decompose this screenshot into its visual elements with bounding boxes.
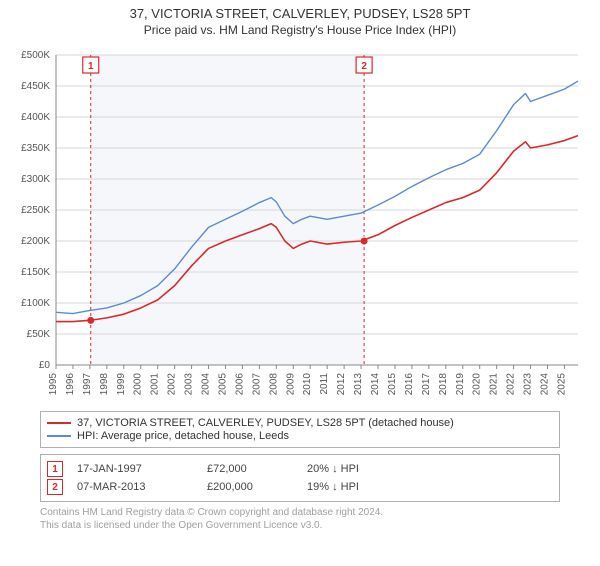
svg-text:£250K: £250K [21, 205, 50, 216]
svg-text:2001: 2001 [150, 373, 161, 396]
svg-text:2012: 2012 [336, 373, 347, 396]
transaction-diff: 20% ↓ HPI [307, 463, 427, 475]
svg-text:2014: 2014 [370, 373, 381, 396]
svg-text:1999: 1999 [116, 373, 127, 396]
svg-text:2010: 2010 [302, 373, 313, 396]
svg-text:2019: 2019 [455, 373, 466, 396]
transaction-marker: 1 [47, 461, 63, 477]
svg-text:2024: 2024 [539, 373, 550, 396]
legend-label: 37, VICTORIA STREET, CALVERLEY, PUDSEY, … [77, 417, 454, 429]
svg-text:2013: 2013 [353, 373, 364, 396]
svg-text:£350K: £350K [21, 143, 50, 154]
footer-line: This data is licensed under the Open Gov… [40, 519, 560, 532]
legend-swatch [47, 435, 71, 437]
legend-swatch [47, 422, 71, 424]
transaction-date: 17-JAN-1997 [77, 463, 207, 475]
transaction-row: 2 07-MAR-2013£200,00019% ↓ HPI [47, 479, 553, 495]
footer-line: Contains HM Land Registry data © Crown c… [40, 506, 560, 519]
svg-text:£150K: £150K [21, 267, 50, 278]
legend-item: HPI: Average price, detached house, Leed… [47, 430, 553, 442]
svg-text:£200K: £200K [21, 236, 50, 247]
transaction-row: 1 17-JAN-1997£72,00020% ↓ HPI [47, 461, 553, 477]
footer-attribution: Contains HM Land Registry data © Crown c… [40, 506, 560, 532]
transaction-marker: 2 [47, 479, 63, 495]
price-chart: £0 £50K £100K £150K £200K £250K £300K £350K £400… [12, 45, 588, 405]
chart-title-sub: Price paid vs. HM Land Registry's House … [0, 23, 600, 37]
svg-text:2021: 2021 [489, 373, 500, 396]
legend-item: 37, VICTORIA STREET, CALVERLEY, PUDSEY, … [47, 417, 553, 429]
svg-text:2005: 2005 [217, 373, 228, 396]
chart-title-address: 37, VICTORIA STREET, CALVERLEY, PUDSEY, … [0, 6, 600, 21]
svg-text:2002: 2002 [167, 373, 178, 396]
svg-text:2009: 2009 [285, 373, 296, 396]
svg-text:2020: 2020 [472, 373, 483, 396]
svg-text:2025: 2025 [556, 373, 567, 396]
svg-text:£400K: £400K [21, 112, 50, 123]
svg-text:2: 2 [361, 61, 367, 72]
svg-text:1995: 1995 [48, 373, 59, 396]
svg-text:1998: 1998 [99, 373, 110, 396]
chart-legend: 37, VICTORIA STREET, CALVERLEY, PUDSEY, … [40, 411, 560, 448]
svg-text:£450K: £450K [21, 81, 50, 92]
svg-text:1: 1 [88, 61, 94, 72]
svg-text:2022: 2022 [506, 373, 517, 396]
svg-text:2023: 2023 [523, 373, 534, 396]
svg-text:£100K: £100K [21, 298, 50, 309]
svg-text:2017: 2017 [421, 373, 432, 396]
svg-text:2004: 2004 [201, 373, 212, 396]
transaction-price: £72,000 [207, 463, 307, 475]
svg-text:2018: 2018 [438, 373, 449, 396]
svg-text:2007: 2007 [251, 373, 262, 396]
svg-text:2003: 2003 [184, 373, 195, 396]
svg-text:£50K: £50K [27, 329, 51, 340]
transaction-date: 07-MAR-2013 [77, 481, 207, 493]
svg-text:1996: 1996 [65, 373, 76, 396]
transaction-diff: 19% ↓ HPI [307, 481, 427, 493]
legend-label: HPI: Average price, detached house, Leed… [77, 430, 289, 442]
svg-text:2015: 2015 [387, 373, 398, 396]
svg-text:2008: 2008 [268, 373, 279, 396]
svg-text:£0: £0 [39, 360, 51, 371]
transaction-table: 1 17-JAN-1997£72,00020% ↓ HPI 2 07-MAR-2013… [40, 454, 560, 502]
svg-text:2016: 2016 [404, 373, 415, 396]
svg-text:2000: 2000 [133, 373, 144, 396]
transaction-price: £200,000 [207, 481, 307, 493]
svg-text:2006: 2006 [234, 373, 245, 396]
svg-text:£500K: £500K [21, 50, 50, 61]
svg-text:2011: 2011 [319, 373, 330, 395]
svg-text:1997: 1997 [82, 373, 93, 396]
svg-text:£300K: £300K [21, 174, 50, 185]
